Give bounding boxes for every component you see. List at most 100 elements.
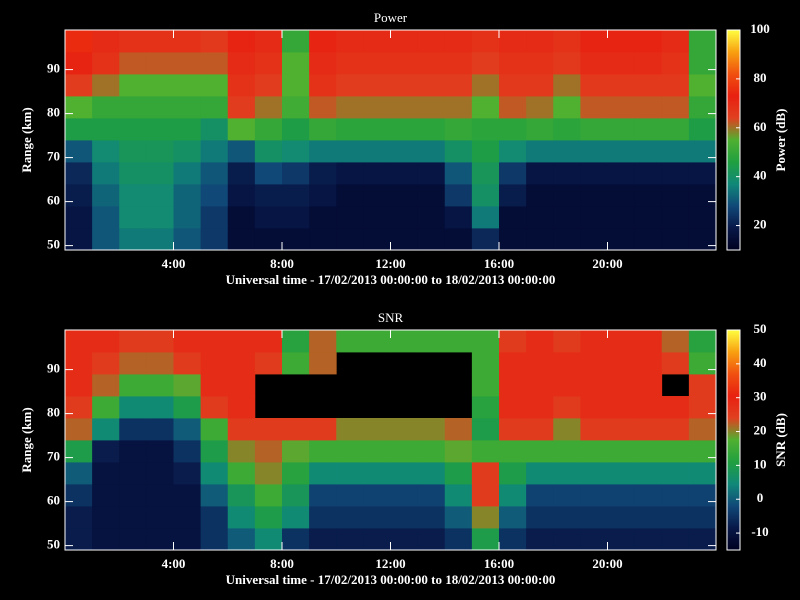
x-tick-label: 12:00 <box>375 256 405 271</box>
y-tick-label: 70 <box>47 449 60 464</box>
heatmap-cell <box>499 374 527 397</box>
heatmap-cell <box>146 228 174 251</box>
heatmap-cell <box>173 206 202 229</box>
heatmap-cell <box>282 418 310 441</box>
heatmap-cell <box>580 330 608 353</box>
chart-title: Power <box>374 10 408 25</box>
heatmap-cell <box>661 352 690 375</box>
heatmap-cell <box>227 228 256 251</box>
heatmap-cell <box>471 506 500 529</box>
y-tick-label: 90 <box>47 61 60 76</box>
heatmap-cell <box>146 440 174 463</box>
heatmap-cell <box>363 206 391 229</box>
colorbar-tick-label: 50 <box>754 321 767 336</box>
heatmap-cell <box>254 228 283 251</box>
heatmap-cell <box>526 462 554 485</box>
heatmap-cell <box>390 96 419 119</box>
heatmap-cell <box>526 484 554 507</box>
heatmap-cell <box>309 162 337 185</box>
heatmap-cell <box>173 484 202 507</box>
heatmap-cell <box>688 52 717 75</box>
heatmap-cell <box>146 330 174 353</box>
heatmap-cell <box>200 462 229 485</box>
heatmap-cell <box>553 52 581 75</box>
heatmap-cell <box>634 330 663 353</box>
heatmap-cell <box>688 74 717 97</box>
heatmap-cell <box>65 74 93 97</box>
heatmap-cell <box>282 528 310 551</box>
heatmap-cell <box>471 96 500 119</box>
y-tick-label: 50 <box>47 237 60 252</box>
heatmap-cell <box>92 30 120 53</box>
y-tick-label: 80 <box>47 405 60 420</box>
heatmap-cell <box>471 374 500 397</box>
heatmap-cell <box>227 506 256 529</box>
heatmap-cell <box>580 30 608 53</box>
heatmap-cell <box>65 162 93 185</box>
heatmap-cell <box>607 330 636 353</box>
heatmap-cell <box>309 440 337 463</box>
heatmap-cell <box>146 528 174 551</box>
heatmap-cell <box>227 96 256 119</box>
heatmap-cell <box>200 206 229 229</box>
heatmap-cell <box>499 30 527 53</box>
heatmap-cell <box>363 228 391 251</box>
heatmap-cell <box>200 30 229 53</box>
heatmap-cell <box>363 140 391 163</box>
heatmap-cell <box>607 96 636 119</box>
x-axis-label: Universal time - 17/02/2013 00:00:00 to … <box>226 572 556 587</box>
heatmap-cell <box>65 418 93 441</box>
heatmap-cell <box>634 140 663 163</box>
heatmap-cell <box>92 352 120 375</box>
heatmap-cell <box>227 118 256 141</box>
heatmap-cell <box>444 528 473 551</box>
heatmap-cell <box>390 118 419 141</box>
heatmap-cell <box>634 96 663 119</box>
heatmap-cell <box>444 52 473 75</box>
heatmap-cell <box>227 140 256 163</box>
heatmap-cell <box>688 162 717 185</box>
heatmap-cell <box>634 374 663 397</box>
heatmap-cell <box>309 528 337 551</box>
heatmap-cell <box>309 30 337 53</box>
heatmap-cell <box>634 396 663 419</box>
heatmap-cell <box>607 528 636 551</box>
heatmap-cell <box>634 484 663 507</box>
heatmap-cell <box>200 228 229 251</box>
heatmap-cell <box>526 506 554 529</box>
heatmap-cell <box>444 74 473 97</box>
heatmap-cell <box>499 74 527 97</box>
heatmap-cell <box>282 228 310 251</box>
heatmap-cell <box>200 184 229 207</box>
heatmap-cell <box>661 462 690 485</box>
heatmap-cell <box>390 74 419 97</box>
heatmap-cell <box>444 184 473 207</box>
x-tick-label: 16:00 <box>484 556 514 571</box>
heatmap-cell <box>471 206 500 229</box>
heatmap-cell <box>607 462 636 485</box>
heatmap-cell <box>390 330 419 353</box>
heatmap-cell <box>417 506 446 529</box>
heatmap-cell <box>553 30 581 53</box>
heatmap-cell <box>471 528 500 551</box>
heatmap-cell <box>390 462 419 485</box>
heatmap-cell <box>634 52 663 75</box>
heatmap-cell <box>634 528 663 551</box>
heatmap-cell <box>309 330 337 353</box>
heatmap-cell <box>499 506 527 529</box>
heatmap-cell <box>634 118 663 141</box>
heatmap-cell <box>390 484 419 507</box>
heatmap-cell <box>688 418 717 441</box>
heatmap-cell <box>146 74 174 97</box>
heatmap-cell <box>499 440 527 463</box>
heatmap-cell <box>390 206 419 229</box>
heatmap-cell <box>309 140 337 163</box>
heatmap-cell <box>119 462 147 485</box>
heatmap-cell <box>173 396 202 419</box>
heatmap-cell <box>119 330 147 353</box>
heatmap-cell <box>92 184 120 207</box>
heatmap-cell <box>526 30 554 53</box>
heatmap-cell <box>336 228 364 251</box>
heatmap-cell <box>254 440 283 463</box>
heatmap-cell <box>688 206 717 229</box>
